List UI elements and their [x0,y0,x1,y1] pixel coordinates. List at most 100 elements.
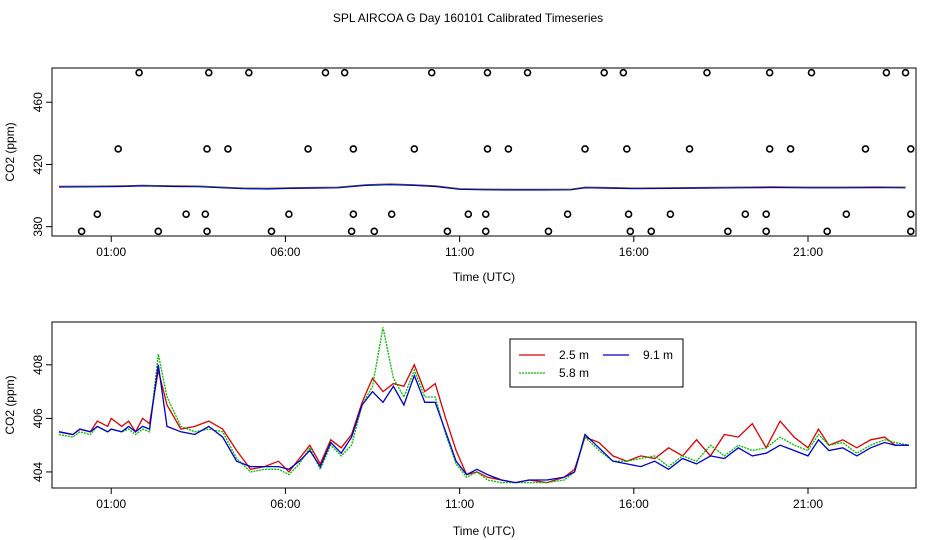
calibration-point [347,227,356,236]
calibration-point [685,145,694,153]
calibration-point [481,227,490,236]
top-calibration-points [77,68,915,236]
calibration-point [340,68,349,77]
calibration-point [224,145,232,153]
legend: 2.5 m 5.8 m 9.1 m [509,338,684,388]
top-y-tick-label: 420 [31,154,45,174]
bottom-series-lines [58,327,910,484]
bottom-x-tick-label: 21:00 [793,497,823,511]
calibration-point [285,210,293,219]
calibration-point [204,68,213,77]
calibration-point [626,227,635,236]
calibration-point [823,227,831,236]
calibration-point [544,227,553,236]
calibration-point [93,210,102,219]
calibration-point [410,145,419,153]
calibration-point [765,145,774,153]
calibration-point [619,68,628,77]
legend-label-2-5m: 2.5 m [559,348,589,362]
top-y-axis: 380 420 460 [31,92,52,237]
top-panel: 01:00 06:00 11:00 16:00 21:00 380 420 460 Time… [3,67,917,284]
bottom-x-axis-label: Time (UTC) [453,524,515,538]
calibration-point [267,227,276,236]
bottom-x-tick-label: 06:00 [270,497,300,511]
calibration-point [427,68,436,77]
calibration-point [600,68,608,77]
top-x-tick-label: 11:00 [445,245,474,259]
top-y-tick-label: 460 [31,92,45,112]
calibration-point [906,210,915,219]
calibration-point [483,68,492,77]
legend-label-5-8m: 5.8 m [559,366,589,380]
calibration-point [443,227,452,236]
figure-title: SPL AIRCOA G Day 160101 Calibrated Times… [333,11,603,25]
top-x-tick-label: 16:00 [619,245,649,259]
calibration-point [765,68,774,77]
bottom-panel: 01:00 06:00 11:00 16:00 21:00 404 406 408 Time… [3,321,917,538]
top-x-tick-label: 01:00 [96,245,126,259]
calibration-point [666,210,675,219]
calibration-point [77,227,86,236]
calibration-point [154,227,163,236]
top-x-axis-label: Time (UTC) [453,270,515,284]
calibration-point [741,210,750,219]
calibration-point [807,68,816,77]
calibration-point [624,210,633,219]
series-line-9-1-m [58,364,909,484]
top-series-lines [58,183,906,191]
calibration-point [906,227,915,236]
calibration-point [762,227,770,236]
top-x-axis: 01:00 06:00 11:00 16:00 21:00 [96,236,823,259]
bottom-y-tick-label: 408 [31,355,45,375]
bottom-x-axis: 01:00 06:00 11:00 16:00 21:00 [96,488,823,511]
calibration-point [786,145,795,153]
bottom-x-tick-label: 16:00 [619,497,649,511]
legend-label-9-1m: 9.1 m [643,348,673,362]
bottom-y-axis: 404 406 408 [31,355,52,482]
top-plot-frame [51,67,917,237]
calibration-point [906,145,915,153]
bottom-x-tick-label: 01:00 [96,497,126,511]
series-line-2-5-m [58,363,909,484]
bottom-x-tick-label: 11:00 [445,497,474,511]
calibration-point [563,210,572,219]
calibration-point [203,145,211,153]
calibration-point [504,145,513,153]
calibration-point [321,68,330,77]
calibration-point [114,145,122,153]
top-y-tick-label: 380 [31,216,45,236]
calibration-point [842,210,851,219]
series-line-5-8-m [58,327,910,484]
calibration-point [304,145,312,153]
calibration-point [523,68,532,77]
bottom-y-axis-label: CO2 (ppm) [3,375,17,434]
calibration-point [861,145,870,153]
calibration-point [483,145,492,153]
top-y-axis-label: CO2 (ppm) [3,122,17,181]
calibration-point [882,68,891,77]
calibration-point [203,227,211,236]
bottom-y-tick-label: 406 [31,408,45,428]
calibration-point [762,210,770,219]
top-x-tick-label: 21:00 [793,245,823,259]
top-series-line [58,184,906,191]
calibration-point [464,210,473,219]
legend-box [509,338,684,388]
calibration-point [647,227,656,236]
calibration-point [245,68,253,77]
calibration-point [349,210,358,219]
calibration-point [182,210,190,219]
calibration-point [581,145,589,153]
calibration-point [481,210,490,219]
calibration-point [349,145,358,153]
calibration-point [901,68,910,77]
bottom-y-tick-label: 404 [31,462,45,482]
calibration-point [387,210,396,219]
top-x-tick-label: 06:00 [270,245,300,259]
calibration-point [370,227,379,236]
calibration-point [623,145,631,153]
calibration-point [135,68,143,77]
calibration-point [703,68,711,77]
